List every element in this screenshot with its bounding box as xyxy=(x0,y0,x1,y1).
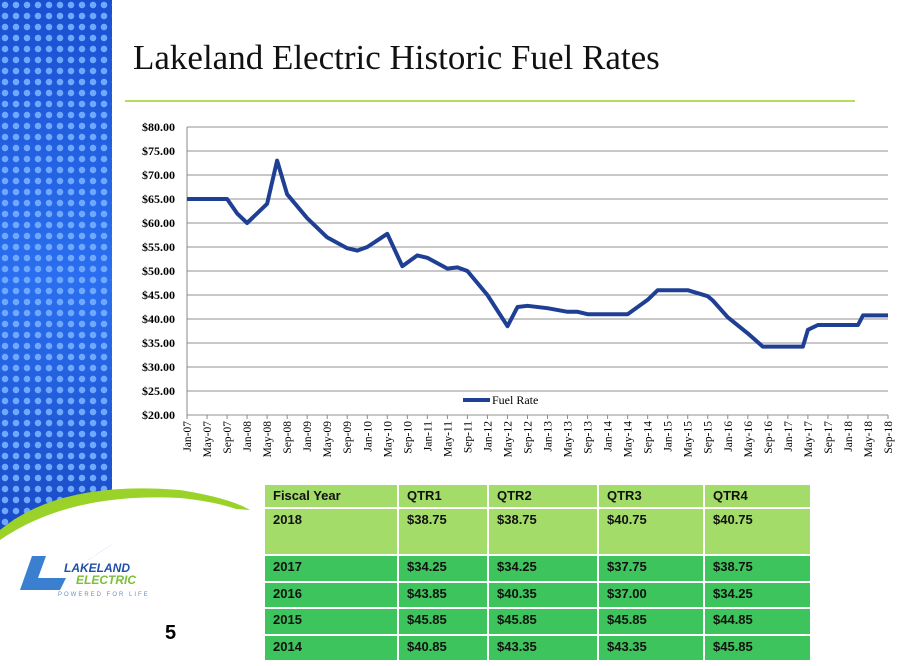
header-cell: Fiscal Year xyxy=(263,483,399,509)
table-row: 2016 $43.85 $40.35 $37.00 $34.25 xyxy=(263,580,812,609)
x-tick-label: Jan-11 xyxy=(422,421,434,451)
y-tick-label: $55.00 xyxy=(142,240,175,254)
year-cell: 2016 xyxy=(263,580,399,609)
rate-cell: $45.85 xyxy=(397,607,489,636)
rate-cell: $43.35 xyxy=(597,633,705,662)
x-tick-label: Jan-17 xyxy=(783,421,795,452)
x-tick-label: Sep-13 xyxy=(583,421,595,454)
svg-text:LAKELAND: LAKELAND xyxy=(64,561,130,575)
x-tick-label: Jan-18 xyxy=(843,421,855,452)
x-tick-label: Sep-12 xyxy=(522,421,534,454)
y-tick-label: $75.00 xyxy=(142,144,175,158)
svg-text:ELECTRIC: ELECTRIC xyxy=(76,573,136,587)
y-tick-label: $30.00 xyxy=(142,360,175,374)
x-tick-label: Sep-10 xyxy=(402,421,414,454)
x-tick-label: Sep-09 xyxy=(342,421,354,454)
x-tick-label: Jan-12 xyxy=(482,421,494,452)
series-line-fuel-rate xyxy=(187,158,888,349)
table-header-row: Fiscal Year QTR1 QTR2 QTR3 QTR4 xyxy=(263,483,812,509)
header-cell: QTR3 xyxy=(597,483,705,509)
x-tick-label: Jan-13 xyxy=(543,421,555,452)
header-cell: QTR4 xyxy=(703,483,812,509)
header-cell: QTR2 xyxy=(487,483,599,509)
year-cell: 2018 xyxy=(263,507,399,556)
year-cell: 2014 xyxy=(263,633,399,662)
rate-cell: $34.25 xyxy=(487,554,599,583)
fuel-rate-chart: $20.00 $25.00 $30.00 $35.00 $40.00 $45.00 $50.… xyxy=(142,120,895,458)
lakeland-electric-logo: LAKELAND ELECTRIC POWERED FOR LIFE xyxy=(18,552,158,602)
rate-cell: $45.85 xyxy=(487,607,599,636)
rate-cell: $45.85 xyxy=(597,607,705,636)
x-tick-label: May-12 xyxy=(502,421,514,458)
rate-cell: $45.85 xyxy=(703,633,812,662)
page-number: 5 xyxy=(165,622,177,644)
table-row: 2014 $40.85 $43.35 $43.35 $45.85 xyxy=(263,633,812,662)
y-tick-label: $35.00 xyxy=(142,336,175,350)
x-tick-label: Sep-15 xyxy=(703,421,715,454)
rate-cell: $34.25 xyxy=(703,580,812,609)
x-tick-label: May-13 xyxy=(563,421,575,458)
y-tick-label: $50.00 xyxy=(142,264,175,278)
x-tick-label: Sep-18 xyxy=(883,421,895,454)
rate-cell: $37.75 xyxy=(597,554,705,583)
x-tick-label: Sep-07 xyxy=(222,421,234,454)
rate-cell: $43.35 xyxy=(487,633,599,662)
x-tick-label: May-18 xyxy=(863,421,875,458)
x-tick-label: Jan-14 xyxy=(603,421,615,452)
decorative-dot-panel xyxy=(0,0,112,560)
table-row: 2018 $38.75 $38.75 $40.75 $40.75 xyxy=(263,507,812,556)
y-tick-label: $40.00 xyxy=(142,312,175,326)
rate-cell: $38.75 xyxy=(703,554,812,583)
x-tick-label: May-14 xyxy=(623,421,635,458)
x-tick-label: May-15 xyxy=(683,421,695,458)
rate-cell: $40.35 xyxy=(487,580,599,609)
rate-cell: $43.85 xyxy=(397,580,489,609)
x-tick-label: May-09 xyxy=(322,421,334,458)
y-tick-label: $25.00 xyxy=(142,384,175,398)
x-tick-label: Sep-08 xyxy=(282,421,294,454)
x-tick-label: May-16 xyxy=(743,421,755,458)
rate-cell: $40.75 xyxy=(703,507,812,556)
x-tick-label: May-17 xyxy=(803,421,815,458)
fuel-rate-table: Fiscal Year QTR1 QTR2 QTR3 QTR4 2018 $38.… xyxy=(263,483,812,662)
x-tick-label: May-11 xyxy=(442,421,454,457)
table-row: 2015 $45.85 $45.85 $45.85 $44.85 xyxy=(263,607,812,636)
rate-cell: $40.85 xyxy=(397,633,489,662)
rate-cell: $34.25 xyxy=(397,554,489,583)
x-tick-label: Jan-09 xyxy=(302,421,314,452)
y-tick-label: $60.00 xyxy=(142,216,175,230)
x-tick-label: Jan-10 xyxy=(362,421,374,452)
year-cell: 2015 xyxy=(263,607,399,636)
y-tick-label: $20.00 xyxy=(142,408,175,422)
rate-cell: $38.75 xyxy=(487,507,599,556)
rate-cell: $40.75 xyxy=(597,507,705,556)
rate-cell: $37.00 xyxy=(597,580,705,609)
y-tick-label: $70.00 xyxy=(142,168,175,182)
legend-label: Fuel Rate xyxy=(492,393,538,407)
title-divider xyxy=(125,100,855,102)
x-tick-label: Sep-14 xyxy=(643,421,655,454)
x-tick-label: Sep-11 xyxy=(462,421,474,453)
x-tick-label: Sep-16 xyxy=(763,421,775,454)
svg-text:POWERED FOR LIFE: POWERED FOR LIFE xyxy=(58,592,150,598)
page-title: Lakeland Electric Historic Fuel Rates xyxy=(133,38,660,77)
x-tick-label: Jan-16 xyxy=(723,421,735,452)
rate-cell: $38.75 xyxy=(397,507,489,556)
year-cell: 2017 xyxy=(263,554,399,583)
x-tick-label: May-07 xyxy=(202,421,214,458)
y-tick-label: $80.00 xyxy=(142,120,175,134)
x-tick-label: May-10 xyxy=(382,421,394,458)
x-tick-label: Jan-08 xyxy=(242,421,254,452)
x-tick-label: Jan-07 xyxy=(182,421,194,452)
rate-cell: $44.85 xyxy=(703,607,812,636)
y-tick-label: $65.00 xyxy=(142,192,175,206)
y-tick-label: $45.00 xyxy=(142,288,175,302)
header-cell: QTR1 xyxy=(397,483,489,509)
decorative-swoosh xyxy=(0,488,260,666)
x-tick-label: May-08 xyxy=(262,421,274,458)
x-tick-label: Jan-15 xyxy=(663,421,675,452)
table-row: 2017 $34.25 $34.25 $37.75 $38.75 xyxy=(263,554,812,583)
x-tick-label: Sep-17 xyxy=(823,421,835,454)
